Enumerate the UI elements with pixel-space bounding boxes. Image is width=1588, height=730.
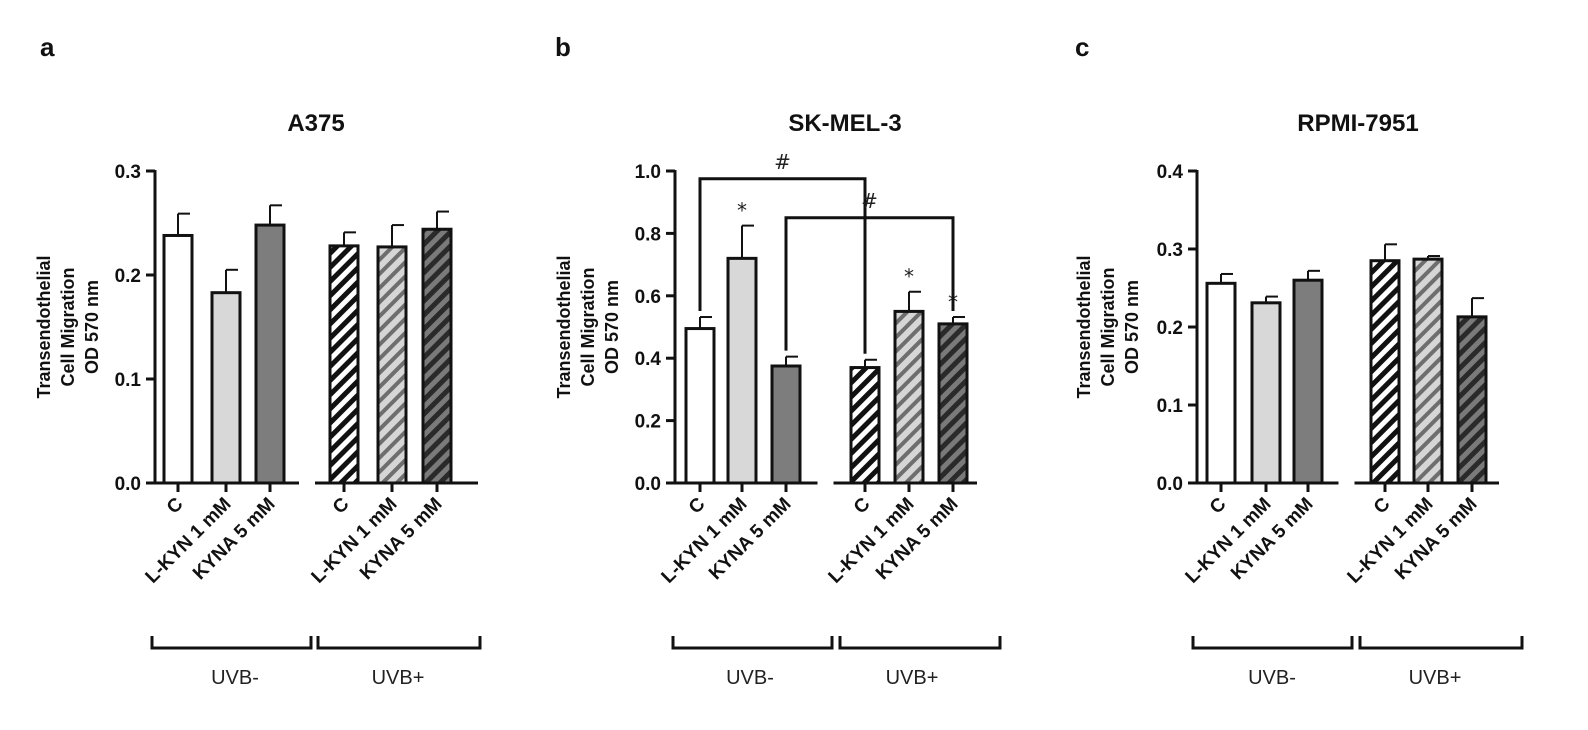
significance-star: * bbox=[737, 199, 747, 223]
y-tick-label: 0.0 bbox=[1157, 474, 1183, 495]
comparison-bracket bbox=[698, 177, 867, 354]
comparison-bracket bbox=[784, 216, 955, 351]
y-tick-label: 0.3 bbox=[115, 162, 141, 183]
y-tick-label: 0.3 bbox=[1157, 240, 1183, 261]
bar bbox=[770, 364, 802, 485]
y-tick-label: 0.2 bbox=[635, 412, 661, 433]
bar bbox=[254, 223, 286, 485]
bar bbox=[937, 322, 969, 485]
bar bbox=[376, 245, 408, 485]
y-axis-label: Cell Migration bbox=[1098, 267, 1118, 386]
bar bbox=[421, 227, 453, 485]
bar bbox=[328, 244, 360, 485]
y-tick-label: 0.4 bbox=[635, 349, 662, 370]
panel-a: a A375 Transendothelial Cell Migration OD 57… bbox=[34, 32, 482, 689]
bar bbox=[726, 256, 758, 485]
y-axis-label: OD 570 nm bbox=[1122, 280, 1142, 374]
group-label: UVB- bbox=[211, 667, 259, 689]
y-tick-label: 0.2 bbox=[115, 266, 141, 287]
x-tick-label: C bbox=[850, 493, 875, 518]
bar bbox=[210, 291, 242, 485]
y-axis-label: Cell Migration bbox=[578, 267, 598, 386]
y-tick-label: 0.8 bbox=[635, 224, 661, 245]
group-label: UVB+ bbox=[372, 667, 425, 689]
y-axis-label: Transendothelial bbox=[34, 255, 54, 398]
x-tick-label: C bbox=[1206, 493, 1231, 518]
bar bbox=[893, 309, 925, 485]
significance-star: * bbox=[904, 265, 914, 289]
group-bracket bbox=[1358, 636, 1524, 650]
y-axis-label: Cell Migration bbox=[58, 267, 78, 386]
y-axis-label: OD 570 nm bbox=[82, 280, 102, 374]
y-axis-label: Transendothelial bbox=[1074, 255, 1094, 398]
y-tick-label: 0.6 bbox=[635, 287, 661, 308]
y-tick-label: 0.0 bbox=[635, 474, 661, 495]
group-label: UVB- bbox=[1248, 667, 1296, 689]
bar bbox=[162, 233, 194, 485]
bar bbox=[849, 366, 881, 485]
group-bracket bbox=[316, 636, 482, 650]
bar bbox=[684, 327, 716, 485]
chart-title: SK-MEL-3 bbox=[788, 110, 901, 137]
y-axis-label: Transendothelial bbox=[554, 255, 574, 398]
bar bbox=[1292, 278, 1324, 485]
group-bracket bbox=[150, 636, 313, 650]
y-tick-label: 0.4 bbox=[1157, 162, 1184, 183]
panel-letter: b bbox=[555, 32, 571, 62]
group-bracket bbox=[671, 636, 834, 650]
chart-title: RPMI-7951 bbox=[1297, 110, 1418, 137]
group-label: UVB+ bbox=[1409, 667, 1462, 689]
bar bbox=[1412, 257, 1444, 485]
x-tick-label: C bbox=[329, 493, 354, 518]
x-tick-label: C bbox=[163, 493, 188, 518]
bar bbox=[1369, 259, 1401, 485]
y-tick-label: 0.2 bbox=[1157, 318, 1183, 339]
y-tick-label: 0.1 bbox=[1157, 396, 1184, 417]
x-tick-label: C bbox=[1370, 493, 1395, 518]
y-tick-label: 0.1 bbox=[115, 370, 142, 391]
bar bbox=[1205, 281, 1237, 485]
bar bbox=[1250, 301, 1282, 485]
bracket-label: # bbox=[861, 189, 878, 213]
panel-letter: a bbox=[40, 32, 55, 62]
y-tick-label: 1.0 bbox=[635, 162, 661, 183]
group-bracket bbox=[1191, 636, 1354, 650]
panel-b: b SK-MEL-3 Transendothelial Cell Migration O… bbox=[554, 32, 1002, 689]
panel-letter: c bbox=[1075, 32, 1089, 62]
panel-c: c RPMI-7951 Transendothelial Cell Migration… bbox=[1074, 32, 1524, 689]
chart-title: A375 bbox=[287, 110, 344, 137]
group-label: UVB- bbox=[726, 667, 774, 689]
x-tick-label: C bbox=[685, 493, 710, 518]
bar bbox=[1456, 315, 1488, 485]
y-tick-label: 0.0 bbox=[115, 474, 141, 495]
y-axis-label: OD 570 nm bbox=[602, 280, 622, 374]
bracket-label: # bbox=[774, 150, 791, 174]
group-label: UVB+ bbox=[886, 667, 939, 689]
group-bracket bbox=[838, 636, 1002, 650]
